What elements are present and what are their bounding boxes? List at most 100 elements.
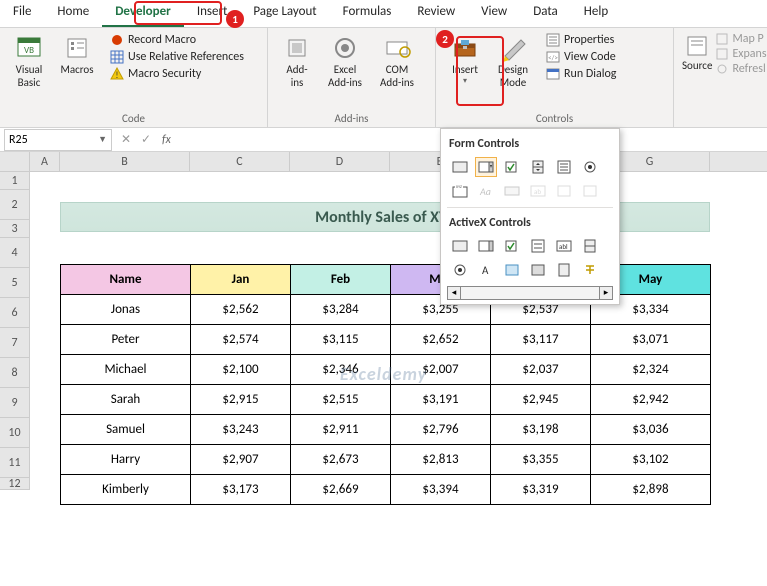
table-cell[interactable]: Michael xyxy=(61,355,191,385)
fx-button[interactable]: fx xyxy=(156,133,177,147)
row-header[interactable]: 5 xyxy=(0,268,30,298)
table-cell[interactable]: $2,945 xyxy=(491,385,591,415)
ax-scrollbar-icon[interactable] xyxy=(579,236,601,256)
table-cell[interactable]: $3,117 xyxy=(491,325,591,355)
table-cell[interactable]: $2,346 xyxy=(291,355,391,385)
ax-textbox-icon[interactable]: abl xyxy=(553,236,575,256)
scrollbar-control-icon[interactable] xyxy=(501,181,523,201)
chevron-down-icon[interactable]: ▼ xyxy=(98,134,107,145)
scroll-track[interactable] xyxy=(461,286,599,300)
excel-addins-button[interactable]: ExcelAdd-ins xyxy=(322,32,368,91)
row-header[interactable]: 11 xyxy=(0,448,30,478)
addins-button[interactable]: Add-ins xyxy=(274,32,320,91)
table-cell[interactable]: $2,669 xyxy=(291,475,391,505)
ax-commandbutton-icon[interactable] xyxy=(449,236,471,256)
row-header[interactable]: 3 xyxy=(0,220,30,238)
table-cell[interactable]: $2,907 xyxy=(191,445,291,475)
button-control-icon[interactable] xyxy=(449,157,471,177)
table-cell[interactable]: $2,673 xyxy=(291,445,391,475)
ribbon-tab-formulas[interactable]: Formulas xyxy=(330,0,405,27)
use-relative-refs-button[interactable]: Use Relative References xyxy=(106,49,248,65)
ribbon-tab-home[interactable]: Home xyxy=(44,0,102,27)
expansion-button[interactable]: Expans xyxy=(716,47,766,61)
checkbox-control-icon[interactable] xyxy=(501,157,523,177)
refresh-button[interactable]: Refresl xyxy=(716,62,766,76)
table-cell[interactable]: $2,813 xyxy=(391,445,491,475)
table-header[interactable]: Jan xyxy=(191,265,291,295)
table-cell[interactable]: Jonas xyxy=(61,295,191,325)
row-header[interactable]: 8 xyxy=(0,358,30,388)
col-header[interactable]: D xyxy=(290,152,390,171)
name-box[interactable]: R25 ▼ xyxy=(4,129,112,151)
row-header[interactable]: 7 xyxy=(0,328,30,358)
table-cell[interactable]: $3,355 xyxy=(491,445,591,475)
view-code-button[interactable]: </> View Code xyxy=(542,49,620,65)
table-cell[interactable]: $3,198 xyxy=(491,415,591,445)
table-cell[interactable]: $2,915 xyxy=(191,385,291,415)
table-cell[interactable]: $2,007 xyxy=(391,355,491,385)
table-cell[interactable]: Kimberly xyxy=(61,475,191,505)
spinner-control-icon[interactable] xyxy=(527,157,549,177)
table-cell[interactable]: $3,071 xyxy=(591,325,711,355)
table-cell[interactable]: $3,102 xyxy=(591,445,711,475)
ax-spinbutton-icon[interactable] xyxy=(553,260,575,280)
macros-button[interactable]: Macros xyxy=(54,32,100,91)
run-dialog-button[interactable]: Run Dialog xyxy=(542,66,620,82)
table-cell[interactable]: Samuel xyxy=(61,415,191,445)
ax-combobox-icon[interactable] xyxy=(475,236,497,256)
ribbon-tab-view[interactable]: View xyxy=(468,0,520,27)
ribbon-tab-page-layout[interactable]: Page Layout xyxy=(240,0,329,27)
table-cell[interactable]: $2,574 xyxy=(191,325,291,355)
table-cell[interactable]: $2,100 xyxy=(191,355,291,385)
row-header[interactable]: 9 xyxy=(0,388,30,418)
ribbon-tab-developer[interactable]: Developer xyxy=(102,0,184,27)
table-cell[interactable]: $2,796 xyxy=(391,415,491,445)
table-cell[interactable]: Peter xyxy=(61,325,191,355)
ribbon-tab-help[interactable]: Help xyxy=(571,0,621,27)
table-header[interactable]: Name xyxy=(61,265,191,295)
col-header[interactable]: B xyxy=(60,152,190,171)
com-addins-button[interactable]: COMAdd-ins xyxy=(370,32,424,91)
table-cell[interactable]: $2,942 xyxy=(591,385,711,415)
select-all-corner[interactable] xyxy=(0,152,30,171)
map-properties-button[interactable]: Map P xyxy=(716,32,766,46)
visual-basic-button[interactable]: VB VisualBasic xyxy=(6,32,52,91)
table-cell[interactable]: $3,173 xyxy=(191,475,291,505)
row-header[interactable]: 4 xyxy=(0,238,30,268)
label-control-icon[interactable]: Aa xyxy=(475,181,497,201)
table-cell[interactable]: $3,036 xyxy=(591,415,711,445)
table-cell[interactable]: $3,191 xyxy=(391,385,491,415)
row-header[interactable]: 12 xyxy=(0,478,30,490)
groupbox-control-icon[interactable]: XYZ xyxy=(449,181,471,201)
table-cell[interactable]: $2,911 xyxy=(291,415,391,445)
ribbon-tab-data[interactable]: Data xyxy=(520,0,571,27)
row-header[interactable]: 10 xyxy=(0,418,30,448)
table-cell[interactable]: Sarah xyxy=(61,385,191,415)
record-macro-button[interactable]: Record Macro xyxy=(106,32,248,48)
macro-security-button[interactable]: ! Macro Security xyxy=(106,66,248,82)
source-button[interactable]: Source xyxy=(680,32,714,76)
col-header[interactable]: C xyxy=(190,152,290,171)
ribbon-tab-review[interactable]: Review xyxy=(404,0,468,27)
table-cell[interactable]: $2,037 xyxy=(491,355,591,385)
ax-togglebutton-icon[interactable] xyxy=(527,260,549,280)
col-header[interactable]: A xyxy=(30,152,60,171)
ax-checkbox-icon[interactable] xyxy=(501,236,523,256)
table-cell[interactable]: $3,115 xyxy=(291,325,391,355)
combobox-control-icon[interactable] xyxy=(475,157,497,177)
horizontal-scrollbar[interactable]: ◂ ▸ xyxy=(447,286,613,300)
ribbon-tab-file[interactable]: File xyxy=(0,0,44,27)
table-cell[interactable]: Harry xyxy=(61,445,191,475)
table-header[interactable]: Feb xyxy=(291,265,391,295)
table-cell[interactable]: $2,652 xyxy=(391,325,491,355)
row-header[interactable]: 1 xyxy=(0,172,30,190)
table-cell[interactable]: $3,319 xyxy=(491,475,591,505)
table-cell[interactable]: $3,284 xyxy=(291,295,391,325)
table-cell[interactable]: $3,243 xyxy=(191,415,291,445)
row-header[interactable]: 2 xyxy=(0,190,30,220)
table-cell[interactable]: $2,898 xyxy=(591,475,711,505)
scroll-right-icon[interactable]: ▸ xyxy=(599,286,613,300)
ax-listbox-icon[interactable] xyxy=(527,236,549,256)
ax-image-icon[interactable] xyxy=(501,260,523,280)
row-header[interactable]: 6 xyxy=(0,298,30,328)
